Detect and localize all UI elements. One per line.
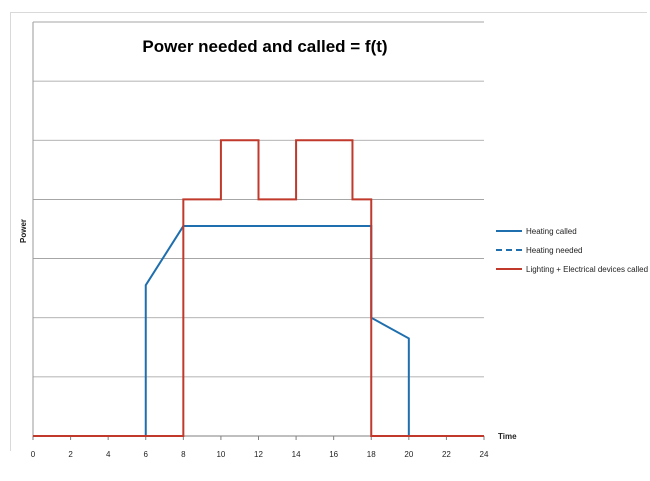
x-tick-label-20: 20 xyxy=(404,450,413,459)
legend-label-1: Heating called xyxy=(526,227,577,236)
y-axis-label: Power xyxy=(19,219,28,243)
x-tick-label-12: 12 xyxy=(254,450,263,459)
legend: Heating called Heating needed Lighting + E… xyxy=(496,227,648,274)
x-axis: 0 2 4 6 8 10 12 14 16 18 20 22 24 xyxy=(31,435,489,459)
series-line-3 xyxy=(33,139,484,437)
x-tick-label-14: 14 xyxy=(292,450,301,459)
x-tick-label-4: 4 xyxy=(106,450,111,459)
series-lines xyxy=(33,139,484,437)
x-tick-label-16: 16 xyxy=(329,450,338,459)
x-tick-label-6: 6 xyxy=(144,450,149,459)
x-axis-label: Time xyxy=(498,432,517,441)
chart-area-frame xyxy=(10,12,647,451)
x-tick-label-8: 8 xyxy=(181,450,186,459)
series-line-1 xyxy=(33,225,484,437)
gridlines xyxy=(32,21,484,436)
x-tick-label-2: 2 xyxy=(68,450,73,459)
x-tick-label-22: 22 xyxy=(442,450,451,459)
x-tick-label-24: 24 xyxy=(480,450,489,459)
x-tick-label-18: 18 xyxy=(367,450,376,459)
legend-label-2: Heating needed xyxy=(526,246,583,255)
x-tick-label-0: 0 xyxy=(31,450,36,459)
chart-title: Power needed and called = f(t) xyxy=(142,37,387,56)
x-tick-label-10: 10 xyxy=(216,450,225,459)
legend-label-3: Lighting + Electrical devices called xyxy=(526,265,648,274)
